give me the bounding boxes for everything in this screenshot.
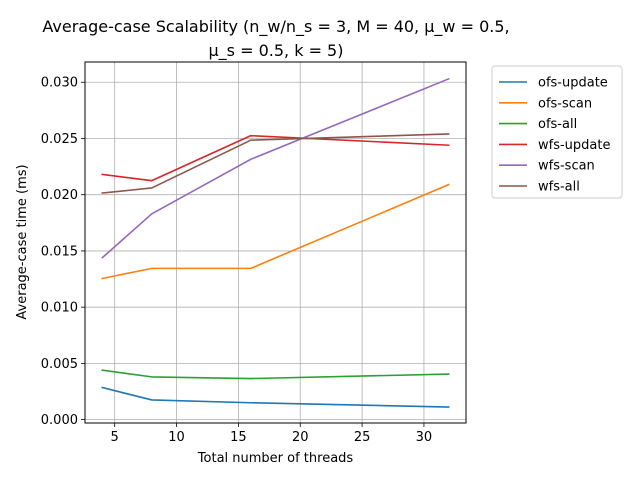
- x-tick-label: 20: [292, 430, 309, 445]
- plot-area-frame: [84, 61, 467, 424]
- legend-items: ofs-update ofs-scan ofs-all wfs-update wfs-s…: [499, 76, 610, 195]
- chart-title-line1: Average-case Scalability (n_w/n_s = 3, M…: [42, 17, 509, 37]
- axis-ticks: 5 10 15 20 25 30 0.000 0.005 0.010 0.015 0.020 0.02…: [41, 76, 432, 445]
- series-line-wfs-all: [101, 133, 450, 194]
- legend-label-ofs-all: ofs-all: [538, 117, 577, 132]
- x-tick-label: 5: [111, 430, 119, 445]
- x-tick-label: 15: [230, 430, 247, 445]
- grid: [85, 62, 466, 423]
- y-tick-label: 0.010: [41, 301, 78, 316]
- series-line-ofs-scan: [101, 183, 450, 280]
- y-tick-label: 0.025: [41, 132, 78, 147]
- legend-label-wfs-all: wfs-all: [538, 180, 580, 195]
- y-axis-label: Average-case time (ms): [15, 164, 30, 319]
- series-line-ofs-update: [101, 386, 450, 408]
- series-line-wfs-update: [101, 134, 450, 182]
- x-axis-label: Total number of threads: [197, 451, 354, 466]
- y-tick-label: 0.000: [41, 413, 78, 428]
- chart-title: Average-case Scalability (n_w/n_s = 3, M…: [42, 17, 509, 61]
- series-lines: [101, 77, 450, 408]
- y-tick-label: 0.005: [41, 357, 78, 372]
- series-line-ofs-all: [101, 369, 450, 380]
- y-tick-label: 0.020: [41, 188, 78, 203]
- x-tick-label: 25: [354, 430, 371, 445]
- legend-label-wfs-update: wfs-update: [538, 138, 610, 153]
- x-tick-label: 10: [168, 430, 185, 445]
- y-tick-label: 0.030: [41, 76, 78, 91]
- chart-title-line2: μ_s = 0.5, k = 5): [209, 41, 344, 61]
- series-line-wfs-scan: [101, 77, 450, 259]
- legend-label-ofs-scan: ofs-scan: [538, 96, 592, 111]
- y-tick-label: 0.015: [41, 244, 78, 259]
- legend-label-wfs-scan: wfs-scan: [538, 159, 595, 174]
- legend: ofs-update ofs-scan ofs-all wfs-update wfs-s…: [491, 65, 623, 199]
- legend-label-ofs-update: ofs-update: [538, 76, 608, 91]
- x-tick-label: 30: [416, 430, 433, 445]
